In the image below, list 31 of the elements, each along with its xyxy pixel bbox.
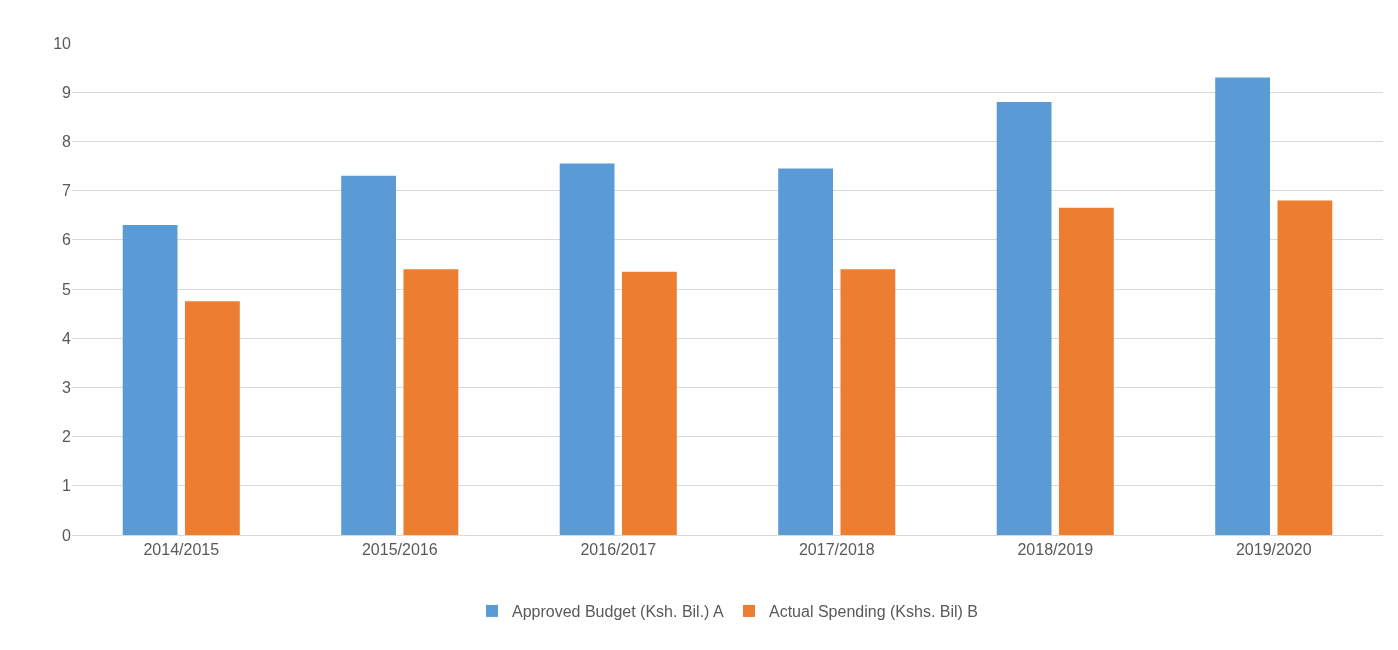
y-tick-label: 10 (53, 34, 72, 52)
y-tick-label: 7 (62, 182, 72, 200)
y-tick-label: 8 (62, 133, 72, 150)
y-tick-label: 6 (62, 231, 72, 249)
y-tick-label: 9 (62, 83, 72, 101)
y-tick-label: 1 (62, 477, 72, 495)
y-tick-label: 0 (62, 526, 72, 544)
y-tick-label: 4 (62, 329, 72, 347)
bar (403, 269, 459, 535)
bar (778, 168, 834, 535)
bar (840, 269, 896, 535)
x-tick-label: 2019/2020 (1235, 541, 1312, 559)
bar (184, 301, 240, 535)
bar (1215, 77, 1271, 535)
x-tick-label: 2015/2016 (361, 541, 438, 559)
bar (341, 175, 397, 535)
bar (122, 225, 178, 535)
legend-label: Approved Budget (Ksh. Bil.) A (512, 603, 724, 621)
x-tick-label: 2016/2017 (580, 541, 657, 559)
legend-label: Actual Spending (Kshs. Bil) B (769, 603, 978, 621)
bar (1058, 207, 1114, 535)
x-tick-label: 2017/2018 (798, 541, 875, 559)
bar (996, 102, 1052, 535)
bar (1277, 200, 1333, 535)
y-tick-label: 3 (62, 379, 72, 396)
x-tick-label: 2014/2015 (143, 541, 220, 559)
y-tick-label: 2 (62, 428, 72, 446)
x-tick-label: 2018/2019 (1017, 541, 1094, 559)
y-tick-label: 5 (62, 280, 72, 298)
bar (621, 271, 677, 535)
bar (559, 163, 615, 535)
